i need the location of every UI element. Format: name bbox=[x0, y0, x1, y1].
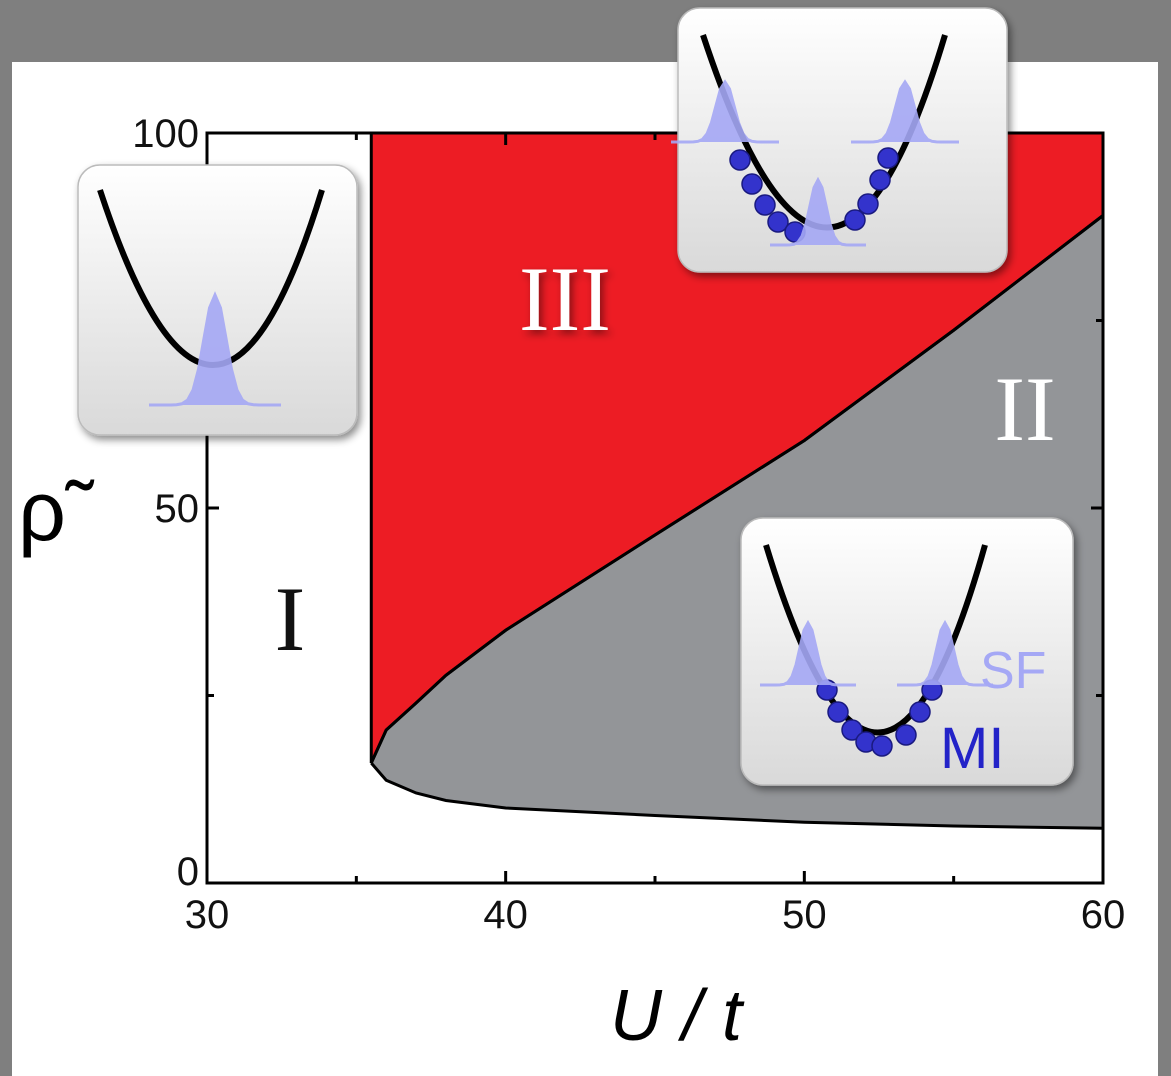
x-tick-label: 40 bbox=[483, 893, 528, 937]
region-label: II bbox=[994, 358, 1055, 460]
atom bbox=[742, 174, 762, 194]
x-tick-label: 30 bbox=[185, 893, 230, 937]
inset bbox=[671, 8, 1007, 272]
inset bbox=[78, 165, 357, 435]
y-tick-label: 50 bbox=[155, 487, 200, 531]
inset: SF MI bbox=[741, 518, 1073, 785]
atom bbox=[872, 736, 892, 756]
atom bbox=[910, 702, 930, 722]
x-tick-label: 50 bbox=[782, 893, 827, 937]
y-tick-label: 100 bbox=[132, 112, 199, 156]
y-tick-label: 0 bbox=[177, 850, 199, 894]
inset-label: MI bbox=[940, 716, 1004, 781]
atom bbox=[845, 210, 865, 230]
atom bbox=[755, 195, 775, 215]
x-axis-label: U / t bbox=[610, 976, 745, 1056]
region-label: I bbox=[275, 568, 306, 670]
page: {"chart_data": {"type": "fill_between", … bbox=[0, 0, 1171, 1076]
atom bbox=[858, 194, 878, 214]
x-tick-label: 60 bbox=[1081, 893, 1126, 937]
atom bbox=[828, 702, 848, 722]
chart: 30405060050100IIIIII U / t ρ̃ SFMI bbox=[0, 0, 1171, 1076]
atom bbox=[730, 150, 750, 170]
region-label: III bbox=[519, 248, 611, 350]
inset-label: SF bbox=[980, 642, 1046, 700]
atom bbox=[870, 170, 890, 190]
atom bbox=[878, 148, 898, 168]
atom bbox=[896, 725, 916, 745]
